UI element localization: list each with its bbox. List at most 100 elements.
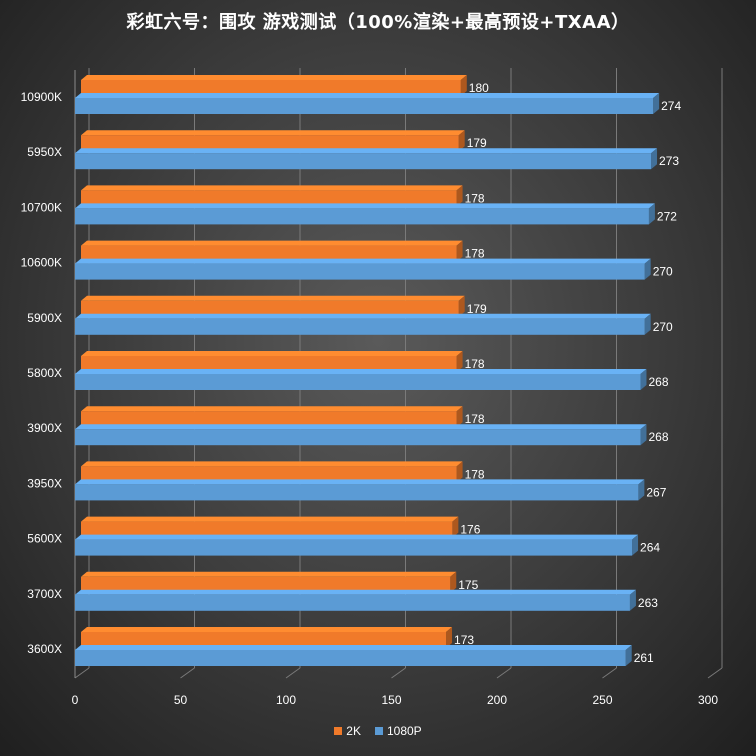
data-label-1080P: 261 [634, 651, 654, 665]
bar-side-1080P [640, 369, 647, 390]
x-tick-label: 300 [698, 693, 718, 707]
bar-2K [81, 356, 457, 372]
floor-line-0 [74, 667, 90, 679]
x-tick-label: 0 [72, 693, 79, 707]
bar-2K [81, 576, 451, 593]
data-label-1080P: 267 [646, 485, 666, 499]
bar-2K [81, 411, 457, 428]
bar-1080P [75, 650, 626, 666]
bar-side-2K [460, 75, 467, 96]
category-label: 3700X [27, 587, 62, 601]
bar-top-1080P [75, 424, 647, 430]
bar-side-2K [456, 240, 463, 262]
data-label-2K: 176 [460, 523, 480, 537]
legend-item-2k: 2K [334, 724, 361, 738]
bar-top-1080P [75, 148, 658, 154]
category-label: 5950X [27, 145, 62, 159]
category-label: 3900X [27, 421, 62, 435]
floor-line-50 [180, 667, 195, 679]
bar-1080P [75, 318, 645, 335]
data-label-1080P: 268 [648, 375, 668, 389]
bar-top-2K [81, 461, 463, 467]
bar-side-1080P [632, 534, 639, 556]
category-label: 5900X [27, 311, 62, 325]
floor-line-150 [391, 667, 406, 679]
category-label: 3600X [27, 642, 62, 656]
data-label-2K: 173 [454, 633, 474, 647]
bar-2K [81, 632, 447, 648]
bar-1080P [75, 374, 641, 390]
bar-top-2K [81, 295, 465, 301]
bar-2K [81, 190, 457, 207]
category-label: 3950X [27, 476, 62, 490]
data-label-2K: 178 [465, 412, 485, 426]
bar-top-2K [81, 406, 463, 412]
bar-2K [81, 135, 459, 152]
data-label-1080P: 273 [659, 154, 679, 168]
bar-side-1080P [644, 258, 651, 280]
x-tick-label: 200 [487, 693, 507, 707]
bar-1080P [75, 98, 654, 114]
bar-top-1080P [75, 589, 636, 595]
floor-line-300 [707, 667, 723, 679]
bar-side-2K [446, 627, 453, 648]
category-label: 5800X [27, 366, 62, 380]
data-label-2K: 175 [458, 578, 478, 592]
bar-top-1080P [75, 258, 651, 264]
legend: 2K 1080P [0, 724, 756, 738]
category-label: 5600X [27, 532, 62, 546]
legend-item-1080p: 1080P [374, 724, 422, 738]
bar-1080P [75, 594, 630, 611]
data-label-2K: 179 [467, 136, 487, 150]
legend-swatch-1080p [374, 727, 383, 735]
floor-line-100 [285, 667, 301, 679]
category-label: 10900K [21, 90, 62, 104]
bar-top-2K [81, 351, 463, 356]
data-label-2K: 178 [465, 191, 485, 205]
bar-1080P [75, 539, 633, 556]
bar-top-1080P [75, 479, 645, 485]
bar-top-2K [81, 627, 453, 632]
bar-2K [81, 245, 457, 262]
bar-side-2K [458, 295, 465, 317]
data-label-1080P: 264 [640, 541, 660, 555]
bar-1080P [75, 153, 652, 170]
legend-label-1080p: 1080P [386, 724, 422, 738]
data-label-2K: 178 [465, 357, 485, 371]
bar-side-1080P [644, 313, 651, 335]
bar-side-2K [450, 571, 457, 593]
bar-2K [81, 521, 453, 538]
bar-top-1080P [75, 93, 660, 98]
data-label-2K: 180 [469, 81, 489, 95]
bar-top-2K [81, 75, 467, 80]
bar-1080P [75, 429, 641, 446]
bar-1080P [75, 263, 645, 280]
bar-side-2K [456, 351, 463, 372]
legend-swatch-2k [334, 727, 343, 735]
bar-top-2K [81, 185, 463, 191]
bar-top-1080P [75, 369, 647, 374]
bar-top-1080P [75, 313, 651, 319]
x-tick-label: 100 [276, 693, 296, 707]
bar-top-2K [81, 516, 459, 522]
legend-label-2k: 2K [346, 724, 361, 738]
data-label-2K: 179 [467, 302, 487, 316]
bar-side-2K [452, 516, 459, 538]
data-label-2K: 178 [465, 247, 485, 261]
category-label: 10600K [21, 256, 62, 270]
data-label-1080P: 270 [653, 265, 673, 279]
category-label: 10700K [21, 200, 62, 214]
bar-top-1080P [75, 645, 632, 650]
bar-2K [81, 300, 459, 317]
data-label-1080P: 272 [657, 209, 677, 223]
bar-side-2K [456, 461, 463, 483]
data-label-1080P: 268 [648, 430, 668, 444]
floor-line-250 [602, 667, 617, 679]
chart-title: 彩虹六号：围攻 游戏测试（100%渲染+最高预设+TXAA） [126, 12, 630, 33]
bar-side-2K [458, 130, 465, 152]
bar-side-1080P [653, 93, 660, 114]
x-tick-label: 150 [381, 693, 401, 707]
bar-side-1080P [640, 424, 647, 446]
